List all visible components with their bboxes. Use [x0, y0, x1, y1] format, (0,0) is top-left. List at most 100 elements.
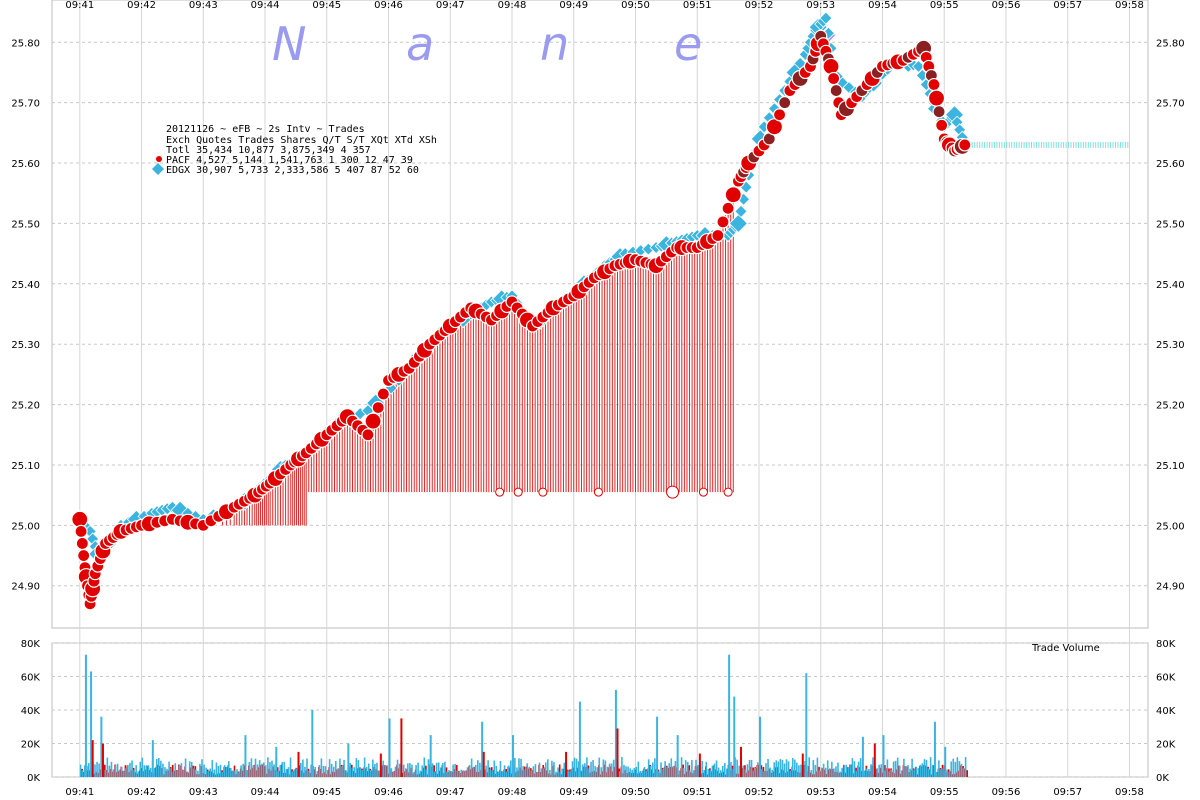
volume-bar-edgx — [530, 770, 533, 777]
y-tick-label-right: 25.70 — [1156, 99, 1185, 110]
volume-bar-edgx — [390, 768, 393, 777]
volume-bar-edgx — [326, 770, 329, 777]
volume-bar-edgx — [361, 769, 364, 777]
volume-bar-edgx — [335, 760, 337, 777]
volume-bar-edgx — [411, 764, 413, 777]
volume-bar-edgx — [855, 771, 858, 777]
volume-bar-edgx — [168, 761, 170, 777]
pacf-trade-point — [716, 215, 730, 229]
x-tick-label-top: 09:45 — [312, 0, 341, 11]
pacf-trade-point — [371, 400, 385, 415]
volume-bar-edgx — [277, 771, 279, 777]
volume-peak-pacf — [801, 753, 804, 777]
volume-bar-edgx — [262, 762, 265, 777]
pacf-trade-point — [71, 510, 89, 528]
volume-bar-edgx — [213, 769, 216, 777]
volume-bar-edgx — [777, 761, 780, 777]
volume-bar-edgx — [287, 767, 290, 777]
volume-bar-edgx — [398, 763, 401, 777]
volume-bar-edgx — [201, 759, 203, 777]
x-tick-label-top: 09:55 — [930, 0, 959, 11]
volume-tick-label-left: 40K — [21, 706, 41, 717]
volume-bar-edgx — [824, 767, 827, 777]
volume-bar-edgx — [818, 770, 821, 777]
volume-bar-edgx — [872, 757, 874, 777]
volume-bar-edgx — [662, 769, 664, 777]
x-tick-label-bottom: 09:54 — [868, 787, 897, 798]
pacf-trade-point — [822, 57, 840, 76]
volume-bar-edgx — [534, 764, 537, 777]
volume-bar-edgx — [153, 767, 156, 777]
volume-bar-edgx — [256, 764, 259, 777]
volume-bar-edgx — [495, 765, 498, 777]
volume-bar-edgx — [896, 757, 899, 777]
volume-bar-edgx — [695, 759, 697, 777]
volume-bar-edgx — [464, 770, 467, 777]
volume-bar-edgx — [581, 764, 584, 777]
volume-bar-edgx — [592, 759, 594, 777]
x-tick-label-top: 09:47 — [436, 0, 465, 11]
volume-bar-edgx — [116, 763, 119, 777]
volume-bar-edgx — [372, 759, 374, 777]
volume-bar-edgx — [349, 763, 352, 777]
volume-bar-edgx — [532, 766, 535, 777]
volume-bar-edgx — [551, 760, 553, 777]
volume-bar-edgx — [954, 761, 957, 777]
pacf-low-trade-point — [538, 487, 548, 497]
volume-bar-edgx — [767, 758, 769, 777]
volume-bar-edgx — [308, 770, 310, 777]
volume-bar-edgx — [756, 762, 759, 777]
x-tick-label-bottom: 09:51 — [683, 787, 712, 798]
pacf-low-trade-point — [513, 487, 523, 497]
x-tick-label-bottom: 09:48 — [498, 787, 527, 798]
y-tick-label-right: 25.30 — [1156, 340, 1185, 351]
volume-bar-edgx — [791, 758, 794, 777]
volume-bar-edgx — [946, 769, 948, 777]
volume-bar-edgx — [678, 770, 681, 777]
volume-bar-edgx — [631, 769, 633, 777]
y-tick-label-right: 25.50 — [1156, 219, 1185, 230]
volume-bar-edgx — [409, 763, 411, 777]
volume-bar-edgx — [785, 759, 788, 777]
volume-peak-edgx — [728, 654, 731, 777]
volume-bar-edgx — [826, 760, 829, 777]
volume-bar-edgx — [456, 770, 459, 777]
volume-peak-edgx — [244, 735, 247, 777]
volume-bar-edgx — [242, 763, 244, 777]
volume-bar-edgx — [252, 765, 255, 777]
volume-bar-edgx — [547, 759, 549, 777]
volume-bar-edgx — [553, 762, 555, 777]
volume-peak-edgx — [733, 696, 736, 777]
volume-bar-edgx — [952, 758, 955, 777]
volume-bar-edgx — [958, 761, 961, 777]
volume-bar-edgx — [536, 771, 539, 777]
volume-peak-edgx — [100, 716, 103, 777]
volume-bar-edgx — [374, 764, 376, 777]
volume-bar-edgx — [386, 765, 389, 777]
volume-bar-edgx — [197, 770, 199, 777]
volume-bar-edgx — [507, 765, 510, 777]
volume-peak-edgx — [347, 743, 350, 777]
x-tick-label-bottom: 09:44 — [251, 787, 280, 798]
volume-bar-edgx — [911, 758, 913, 777]
volume-bar-edgx — [330, 763, 333, 777]
volume-bar-edgx — [450, 771, 452, 777]
volume-bar-edgx — [444, 761, 446, 777]
volume-bar-edgx — [112, 769, 115, 777]
volume-bar-edgx — [853, 761, 856, 777]
pacf-trade-point — [74, 524, 88, 538]
volume-bar-edgx — [948, 771, 950, 777]
y-tick-label-left: 25.80 — [11, 38, 40, 49]
x-tick-label-top: 09:54 — [868, 0, 897, 11]
volume-bar-edgx — [520, 758, 522, 777]
volume-bar-edgx — [485, 765, 487, 777]
edgx-trade-point — [819, 11, 833, 25]
volume-bar-edgx — [697, 764, 699, 777]
volume-bar-edgx — [668, 763, 671, 777]
watermark-letter: n — [540, 17, 569, 71]
volume-bar-edgx — [353, 767, 356, 777]
volume-bar-edgx — [314, 766, 317, 777]
volume-bar-edgx — [773, 762, 776, 777]
volume-bar-edgx — [666, 766, 668, 777]
volume-bar-edgx — [956, 757, 959, 777]
